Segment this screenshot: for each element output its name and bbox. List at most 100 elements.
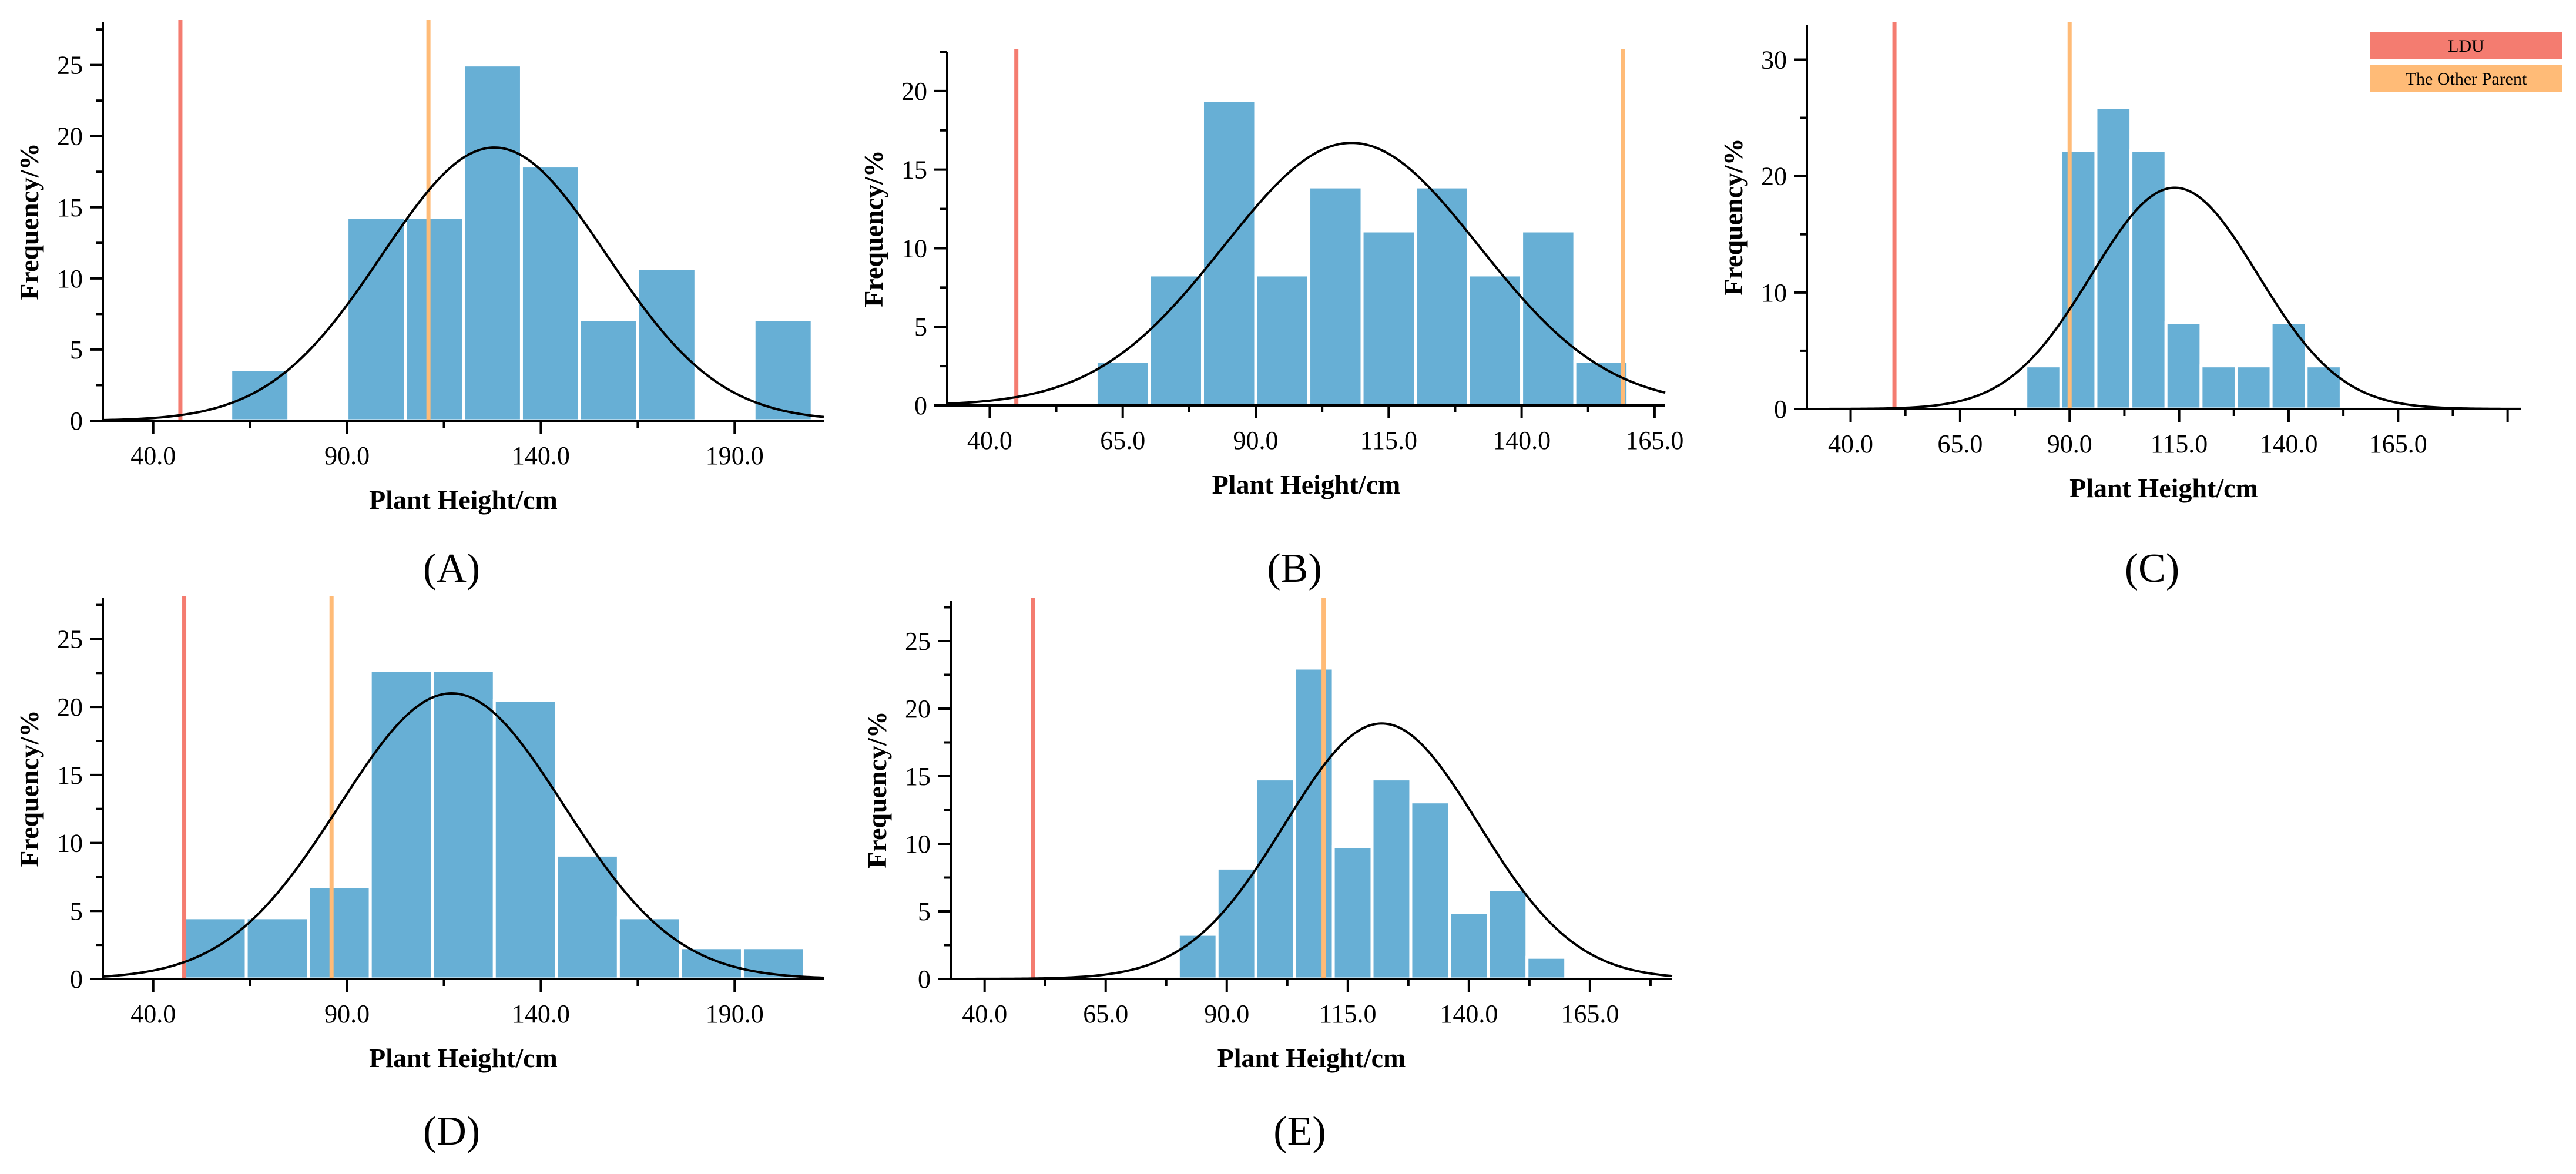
histogram-bar [1448, 911, 1490, 981]
panel-d: 0 5 10 15 20 25 40.0 90.0 140.0 190.0 Plant Height… [14, 596, 824, 1154]
histogram-bar [404, 216, 465, 422]
legend: LDU The Other Parent [2370, 32, 2562, 92]
histogram-bar [2059, 149, 2098, 411]
x-tick-label: 90.0 [324, 441, 370, 470]
x-tick-label: 115.0 [1360, 426, 1417, 455]
x-tick-label: 165.0 [2369, 430, 2427, 458]
x-tick-label: 90.0 [2047, 430, 2092, 458]
y-tick-label: 10 [57, 829, 83, 858]
histogram-bar [492, 699, 558, 981]
histogram-bar [1360, 229, 1417, 407]
histogram-bar [1293, 666, 1335, 981]
bars [1176, 666, 1568, 981]
histogram-bar [1148, 273, 1204, 407]
legend-label-ldu: LDU [2448, 36, 2484, 56]
x-tick-label: 40.0 [130, 999, 176, 1028]
x-tick-label: 40.0 [1828, 430, 1873, 458]
y-tick-label: 10 [901, 234, 927, 263]
x-tick-label: 65.0 [1100, 426, 1145, 455]
x-tick-label: 90.0 [1233, 426, 1279, 455]
normal-curve [947, 142, 1666, 405]
x-tick-label: 90.0 [1204, 999, 1249, 1028]
y-tick-label: 5 [70, 336, 83, 364]
panel-label: (A) [423, 546, 480, 591]
y-tick-label: 20 [901, 77, 927, 106]
histogram-bar [368, 669, 434, 981]
x-axis-title: Plant Height/cm [369, 1043, 558, 1073]
panel-label: (D) [423, 1109, 480, 1154]
panel-b: 0 5 10 15 20 40.0 65.0 90.0 115.0 140.0 165.0 Plant… [858, 49, 1683, 591]
histogram-bar [1467, 273, 1524, 407]
normal-curve [1807, 186, 2521, 410]
histogram-bar [1215, 866, 1257, 981]
y-tick-label: 0 [918, 965, 931, 994]
y-tick-label: 15 [905, 762, 931, 791]
panel-label: (E) [1273, 1109, 1326, 1154]
bars [2024, 106, 2343, 411]
histogram-bar [1487, 888, 1529, 981]
y-axis-title: Frequency/% [858, 150, 888, 307]
panel-label: (B) [1267, 546, 1321, 591]
histogram-bar [1200, 99, 1257, 407]
bars [229, 63, 814, 422]
y-tick-label: 0 [70, 407, 83, 435]
bars [1094, 99, 1630, 407]
y-tick-label: 25 [905, 627, 931, 656]
normal-curve [951, 722, 1673, 980]
histogram-bar [1525, 955, 1568, 981]
histogram-bar [431, 669, 496, 981]
x-tick-label: 165.0 [1625, 426, 1683, 455]
legend-label-other-parent: The Other Parent [2406, 69, 2527, 89]
x-tick-label: 190.0 [706, 441, 764, 470]
y-tick-label: 15 [57, 761, 83, 790]
y-tick-label: 20 [1761, 162, 1787, 191]
x-tick-label: 40.0 [962, 999, 1007, 1028]
y-tick-label: 10 [57, 264, 83, 293]
y-tick-label: 20 [57, 122, 83, 151]
x-tick-label: 40.0 [967, 426, 1012, 455]
histogram-bar [2024, 364, 2062, 411]
histogram-bar [2269, 321, 2308, 411]
y-tick-label: 10 [905, 830, 931, 858]
histogram-bar [2164, 321, 2203, 411]
histogram-bar [244, 916, 310, 981]
y-tick-label: 5 [70, 897, 83, 925]
panel-a: 0 5 10 15 20 25 40.0 90.0 140.0 190.0 Plant Height… [14, 20, 824, 591]
histogram-bar [2305, 364, 2343, 411]
histogram-bar [1176, 933, 1219, 981]
y-tick-label: 5 [918, 897, 931, 926]
y-tick-label: 30 [1761, 45, 1787, 74]
y-tick-label: 5 [914, 313, 927, 341]
x-tick-label: 140.0 [512, 441, 570, 470]
x-tick-label: 40.0 [130, 441, 176, 470]
histogram-bar [1094, 360, 1151, 407]
x-axis-title: Plant Height/cm [369, 485, 558, 515]
histogram-bar [346, 216, 407, 422]
bars [183, 669, 806, 981]
x-tick-label: 140.0 [1440, 999, 1498, 1028]
y-tick-label: 0 [70, 965, 83, 994]
x-tick-label: 140.0 [2259, 430, 2317, 458]
y-tick-label: 25 [57, 51, 83, 80]
histogram-bar [616, 916, 682, 981]
x-tick-label: 90.0 [324, 999, 370, 1028]
x-tick-label: 140.0 [512, 999, 570, 1028]
x-axis-title: Plant Height/cm [1212, 469, 1401, 499]
panel-e: 0 5 10 15 20 25 40.0 65.0 90.0 115.0 140.0 165.0 Pla… [862, 598, 1673, 1154]
histogram-bar [2129, 149, 2168, 411]
x-tick-label: 165.0 [1561, 999, 1619, 1028]
histogram-bar [636, 267, 697, 422]
histogram-bar [1254, 273, 1311, 407]
y-axis-title: Frequency/% [14, 143, 44, 300]
histogram-bar [555, 853, 620, 981]
histogram-bar [1307, 185, 1364, 407]
histogram-bar [1331, 845, 1374, 981]
y-axis-title: Frequency/% [14, 710, 44, 867]
normal-curve [102, 692, 824, 979]
x-axis-title: Plant Height/cm [1217, 1043, 1406, 1073]
y-tick-label: 0 [914, 391, 927, 420]
y-tick-label: 20 [57, 693, 83, 722]
y-tick-label: 15 [901, 156, 927, 185]
y-tick-label: 0 [1774, 395, 1787, 424]
histogram-bar [462, 63, 523, 422]
